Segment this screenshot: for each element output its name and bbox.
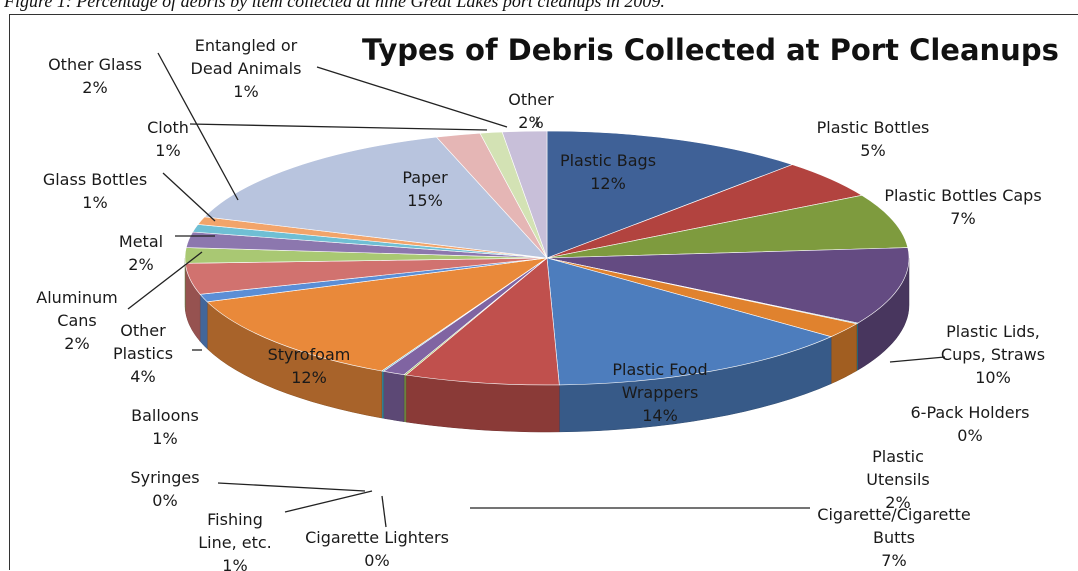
slice-side-balloons — [200, 294, 207, 349]
pie-chart: Types of Debris Collected at Port Cleanu… — [10, 15, 1078, 571]
leader-line-glass-bottles — [163, 173, 215, 221]
figure-caption: Figure 1: Percentage of debris by item c… — [4, 0, 1074, 11]
slice-side-fishing-line-etc — [384, 371, 404, 421]
leader-line-syringes — [218, 483, 365, 491]
slice-side-syringes — [382, 371, 384, 418]
leader-line-entangled-or-dead-animals — [317, 67, 507, 127]
leader-line-fishing-line-etc — [285, 491, 372, 512]
leader-line-cigarette-lighters — [382, 496, 386, 527]
leader-line-plastic-lids-cups-straws — [890, 357, 945, 362]
slice-side-cigarette-lighters — [404, 375, 406, 422]
chart-title: Types of Debris Collected at Port Cleanu… — [362, 33, 1059, 67]
chart-frame: Types of Debris Collected at Port Cleanu… — [9, 14, 1078, 570]
leader-line-cloth — [190, 124, 487, 130]
